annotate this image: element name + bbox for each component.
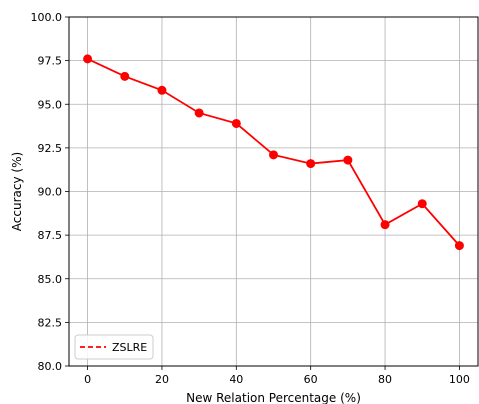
x-tick-label: 60: [304, 373, 318, 386]
data-point: [417, 199, 427, 209]
data-point: [269, 150, 278, 160]
x-tick-label: 80: [378, 373, 392, 386]
data-point: [306, 159, 316, 169]
y-tick-label: 90.0: [38, 186, 63, 199]
y-axis-label: Accuracy (%): [10, 152, 24, 231]
y-tick-label: 87.5: [38, 229, 63, 242]
data-point: [157, 85, 167, 95]
data-point: [454, 241, 464, 251]
y-tick-label: 85.0: [38, 273, 63, 286]
series-layer: [83, 54, 464, 251]
x-tick-label: 100: [449, 373, 470, 386]
y-tick-label: 100.0: [31, 11, 63, 24]
x-tick-label: 0: [84, 373, 91, 386]
y-tick-label: 95.0: [38, 98, 63, 111]
data-point: [120, 71, 130, 81]
grid-lines: [69, 16, 478, 367]
y-tick-label: 97.5: [38, 55, 63, 68]
y-tick-label: 82.5: [38, 316, 63, 329]
y-tick-label: 80.0: [38, 360, 63, 373]
y-tick-label: 92.5: [38, 142, 63, 155]
ticks: 0 20 40 60 80 100 80.0 82.5 85.0 87.5 90.0 92.5 95.0…: [31, 11, 470, 386]
x-tick-label: 20: [155, 373, 169, 386]
legend: ZSLRE: [74, 334, 154, 360]
data-point: [380, 220, 390, 230]
data-point: [83, 54, 93, 64]
legend-box: [74, 334, 154, 360]
data-point: [194, 108, 204, 118]
data-point: [231, 118, 241, 128]
legend-label: ZSLRE: [112, 341, 147, 354]
data-point: [343, 155, 353, 165]
x-axis-label: New Relation Percentage (%): [186, 391, 361, 404]
x-tick-label: 40: [229, 373, 243, 386]
